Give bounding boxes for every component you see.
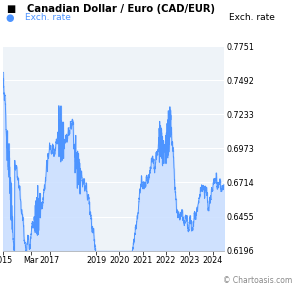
Text: Exch. rate: Exch. rate	[25, 13, 71, 22]
Text: ■: ■	[6, 4, 15, 14]
Text: ●: ●	[6, 13, 14, 23]
Text: Canadian Dollar / Euro (CAD/EUR): Canadian Dollar / Euro (CAD/EUR)	[27, 4, 214, 14]
Text: Exch. rate: Exch. rate	[229, 13, 275, 22]
Text: © Chartoasis.com: © Chartoasis.com	[223, 276, 292, 285]
